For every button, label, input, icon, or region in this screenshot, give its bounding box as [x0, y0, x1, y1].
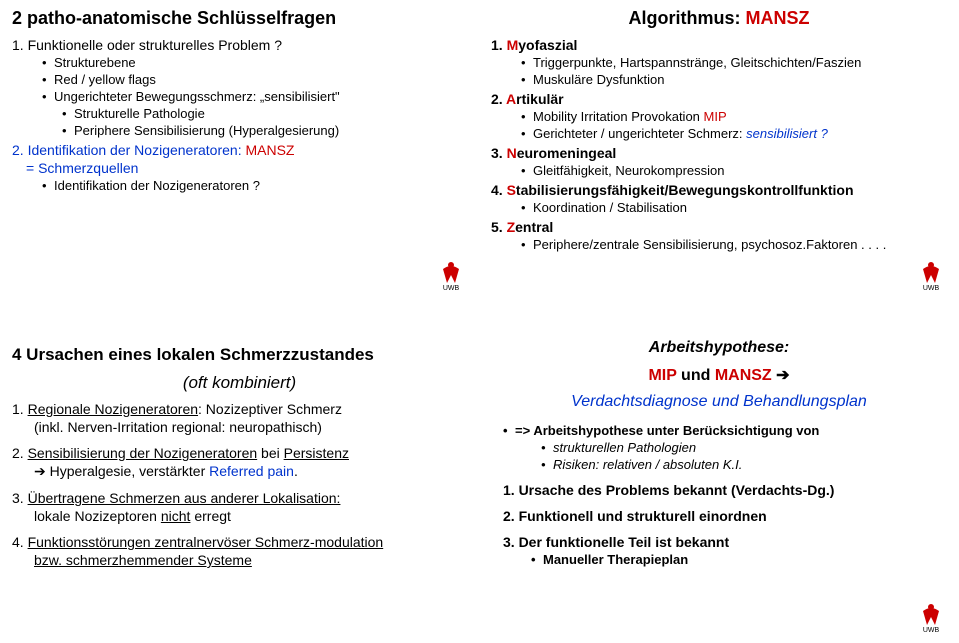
- title: Algorithmus: MANSZ: [491, 8, 947, 29]
- item-4: 4. Stabilisierungsfähigkeit/Bewegungskon…: [491, 182, 947, 198]
- item-1b: (inkl. Nerven-Irritation regional: neuro…: [34, 419, 467, 435]
- item-5: 5. Zentral: [491, 219, 947, 235]
- item-1: 1. Funktionelle oder strukturelles Probl…: [12, 37, 467, 53]
- svg-text:UWB: UWB: [443, 285, 460, 291]
- mansz: MANSZ: [746, 8, 810, 28]
- bullet: Gleitfähigkeit, Neurokompression: [521, 163, 947, 178]
- text: Algorithmus:: [629, 8, 746, 28]
- item-2-sub: = Schmerzquellen: [26, 160, 467, 176]
- bullet: => Arbeitshypothese unter Berücksichtigu…: [503, 423, 947, 438]
- bullet: Periphere/zentrale Sensibilisierung, psy…: [521, 237, 947, 252]
- bullet: Gerichteter / ungerichteter Schmerz: sen…: [521, 126, 947, 141]
- item-2: 2. Sensibilisierung der Nozigeneratoren …: [12, 445, 467, 461]
- item-4: 4. Funktionsstörungen zentralnervöser Sc…: [12, 534, 467, 550]
- panel-top-left: 2 patho-anatomische Schlüsselfragen 1. F…: [0, 0, 479, 321]
- item-2: 2. Funktionell und strukturell einordnen: [503, 508, 947, 524]
- item-3: 3. Der funktionelle Teil ist bekannt: [503, 534, 947, 550]
- panel-bottom-left: 4 Ursachen eines lokalen Schmerzzustande…: [0, 321, 479, 643]
- bullet: Mobility Irritation Provokation MIP: [521, 109, 947, 124]
- title-2: MIP und MANSZ ➔: [491, 365, 947, 385]
- bullet: Identifikation der Nozigeneratoren ?: [42, 178, 467, 193]
- bullet: Triggerpunkte, Hartspannstränge, Gleitsc…: [521, 55, 947, 70]
- item-2b: ➔ Hyperalgesie, verstärkter Referred pai…: [34, 463, 467, 480]
- uwb-logo: UWB: [913, 255, 949, 291]
- item-3: 3. Neuromeningeal: [491, 145, 947, 161]
- item-3b: lokale Nozizeptoren nicht erregt: [34, 508, 467, 524]
- bullet: Muskuläre Dysfunktion: [521, 72, 947, 87]
- item-1: 1. Myofaszial: [491, 37, 947, 53]
- title: 2 patho-anatomische Schlüsselfragen: [12, 8, 467, 29]
- item-2: 2. Artikulär: [491, 91, 947, 107]
- title-line2: (oft kombiniert): [12, 373, 467, 393]
- bullet: Ungerichteter Bewegungsschmerz: „sensibi…: [42, 89, 467, 104]
- item-4b: bzw. schmerzhemmender Systeme: [34, 552, 467, 568]
- text: 2. Identifikation der Nozigeneratoren:: [12, 142, 245, 158]
- panel-bottom-right: Arbeitshypothese: MIP und MANSZ ➔ Verdac…: [479, 321, 959, 643]
- sub-bullet: Strukturelle Pathologie: [62, 106, 467, 121]
- item-2: 2. Identifikation der Nozigeneratoren: M…: [12, 142, 467, 158]
- svg-text:UWB: UWB: [923, 627, 940, 633]
- item-1: 1. Regionale Nozigeneratoren: Nozizeptiv…: [12, 401, 467, 417]
- bullet: Red / yellow flags: [42, 72, 467, 87]
- sub-bullet: strukturellen Pathologien: [541, 440, 947, 455]
- item-3: 3. Übertragene Schmerzen aus anderer Lok…: [12, 490, 467, 506]
- uwb-logo: UWB: [433, 255, 469, 291]
- bullet: Koordination / Stabilisation: [521, 200, 947, 215]
- item-1: 1. Ursache des Problems bekannt (Verdach…: [503, 482, 947, 498]
- sub-bullet: Manueller Therapieplan: [531, 552, 947, 567]
- bullet: Strukturebene: [42, 55, 467, 70]
- sub-bullet: Periphere Sensibilisierung (Hyperalgesie…: [62, 123, 467, 138]
- sub-bullet: Risiken: relativen / absoluten K.I.: [541, 457, 947, 472]
- title-line1: 4 Ursachen eines lokalen Schmerzzustande…: [12, 345, 467, 365]
- mansz: MANSZ: [245, 142, 294, 158]
- uwb-logo: UWB: [913, 597, 949, 633]
- title-1: Arbeitshypothese:: [491, 339, 947, 357]
- panel-top-right: Algorithmus: MANSZ 1. Myofaszial Trigger…: [479, 0, 959, 321]
- title-3: Verdachtsdiagnose und Behandlungsplan: [491, 393, 947, 411]
- svg-text:UWB: UWB: [923, 285, 940, 291]
